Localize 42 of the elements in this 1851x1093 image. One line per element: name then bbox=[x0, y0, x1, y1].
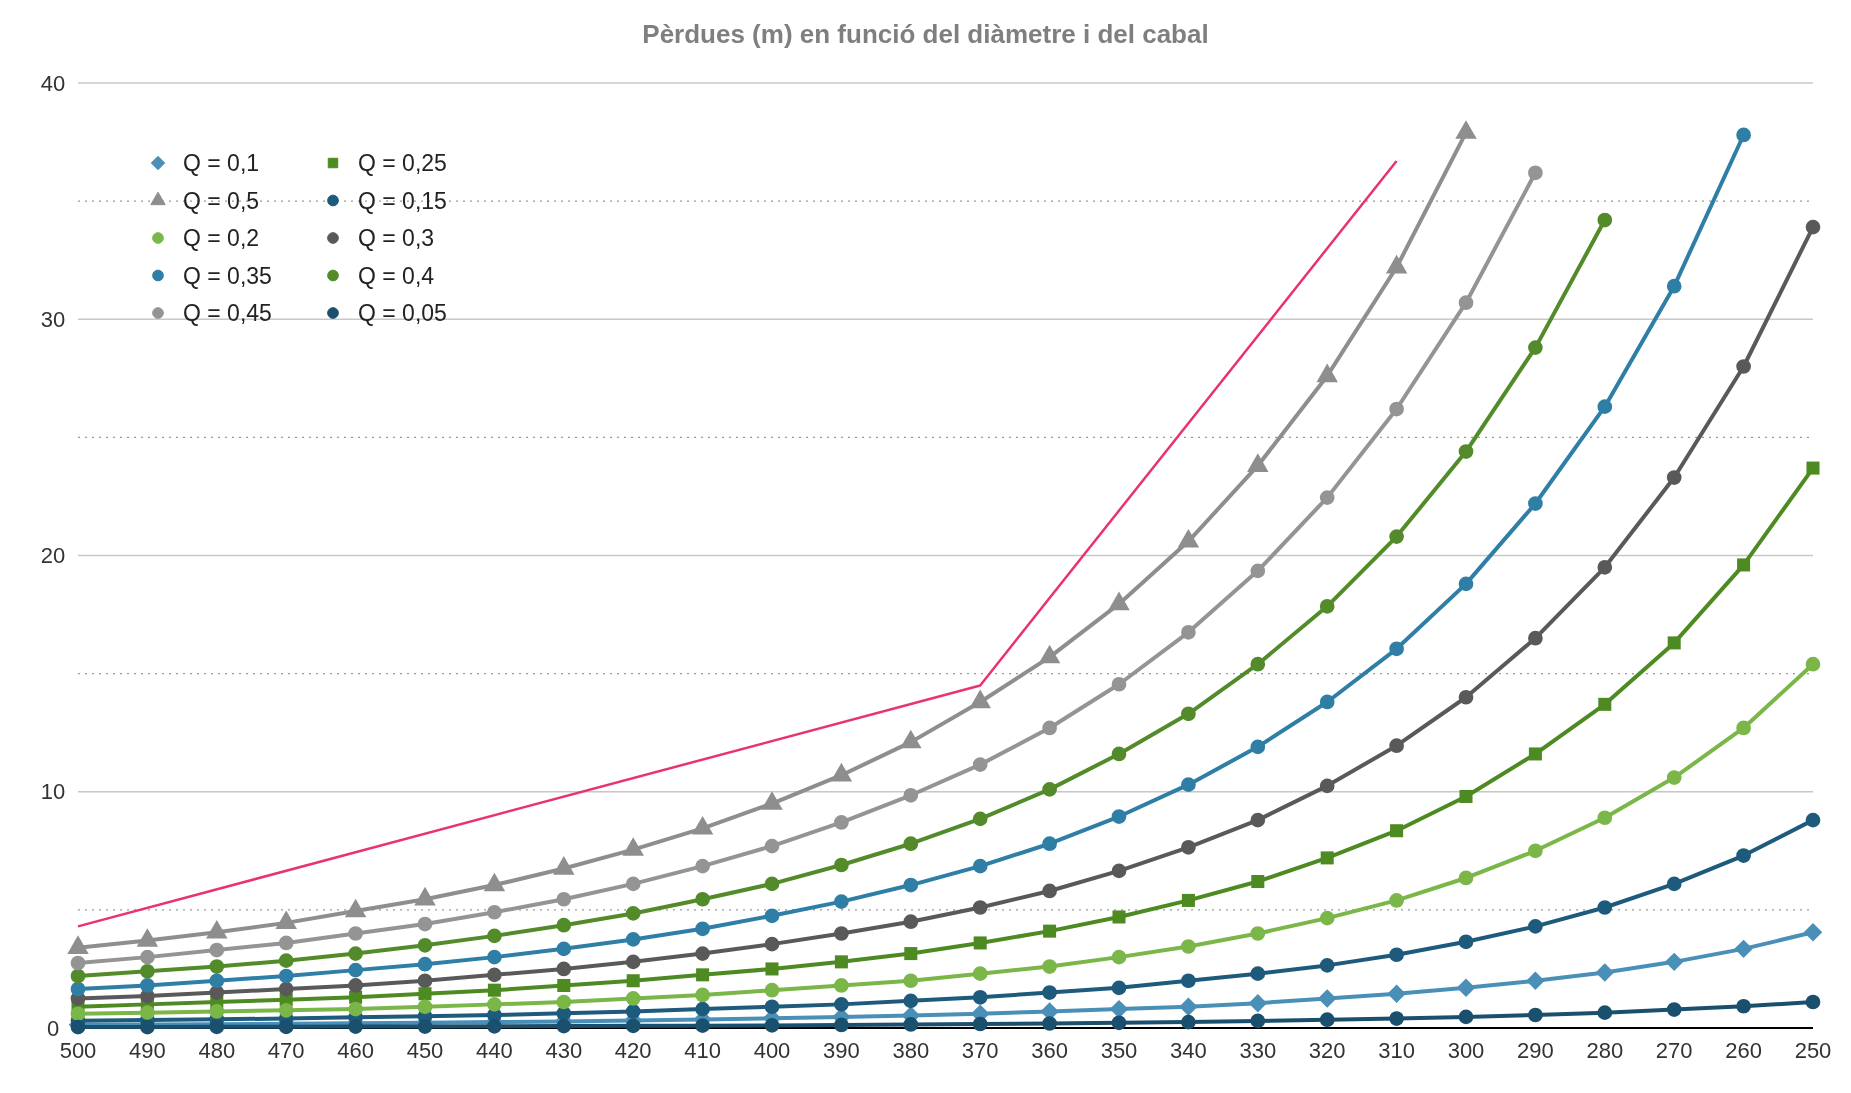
legend-label: Q = 0,15 bbox=[358, 187, 447, 214]
x-tick-label: 340 bbox=[1170, 1038, 1207, 1063]
x-tick-label: 490 bbox=[129, 1038, 166, 1063]
x-tick-label: 400 bbox=[753, 1038, 791, 1063]
y-tick-label: 10 bbox=[40, 779, 66, 805]
legend-label: Q = 0,2 bbox=[183, 225, 260, 252]
x-tick-label: 280 bbox=[1586, 1038, 1624, 1063]
legend-label: Q = 0,5 bbox=[183, 187, 260, 214]
x-tick-label: 380 bbox=[892, 1038, 930, 1063]
x-tick-label: 300 bbox=[1447, 1038, 1485, 1063]
x-tick-label: 450 bbox=[406, 1038, 444, 1063]
x-tick-label: 500 bbox=[59, 1038, 97, 1063]
x-tick-label: 420 bbox=[614, 1038, 652, 1063]
legend-label: Q = 0,45 bbox=[183, 300, 272, 327]
y-tick-label: 40 bbox=[40, 70, 66, 96]
x-tick-label: 460 bbox=[337, 1038, 374, 1063]
y-tick-label: 0 bbox=[46, 1015, 60, 1041]
legend-label: Q = 0,05 bbox=[358, 300, 447, 327]
legend-label: Q = 0,4 bbox=[358, 262, 435, 289]
legend-label: Q = 0,1 bbox=[183, 150, 260, 177]
x-tick-label: 430 bbox=[545, 1038, 583, 1063]
x-tick-label: 440 bbox=[476, 1038, 513, 1063]
x-tick-label: 390 bbox=[823, 1038, 860, 1063]
x-tick-label: 270 bbox=[1655, 1038, 1693, 1063]
x-tick-label: 290 bbox=[1517, 1038, 1554, 1063]
x-tick-label: 480 bbox=[198, 1038, 236, 1063]
x-tick-label: 350 bbox=[1100, 1038, 1138, 1063]
x-tick-label: 260 bbox=[1725, 1038, 1762, 1063]
x-tick-label: 370 bbox=[961, 1038, 999, 1063]
x-tick-label: 250 bbox=[1794, 1038, 1832, 1063]
x-tick-label: 320 bbox=[1308, 1038, 1346, 1063]
y-tick-label: 20 bbox=[40, 543, 66, 569]
x-tick-label: 360 bbox=[1031, 1038, 1068, 1063]
legend-label: Q = 0,3 bbox=[358, 225, 435, 252]
x-tick-label: 330 bbox=[1239, 1038, 1277, 1063]
legend-label: Q = 0,25 bbox=[358, 150, 447, 177]
x-tick-label: 470 bbox=[267, 1038, 305, 1063]
legend-label: Q = 0,35 bbox=[183, 262, 272, 289]
y-tick-label: 30 bbox=[40, 306, 66, 332]
x-tick-label: 410 bbox=[684, 1038, 721, 1063]
x-tick-label: 310 bbox=[1378, 1038, 1415, 1063]
chart-title: Pèrdues (m) en funció del diàmetre i del cabal bbox=[642, 19, 1209, 49]
